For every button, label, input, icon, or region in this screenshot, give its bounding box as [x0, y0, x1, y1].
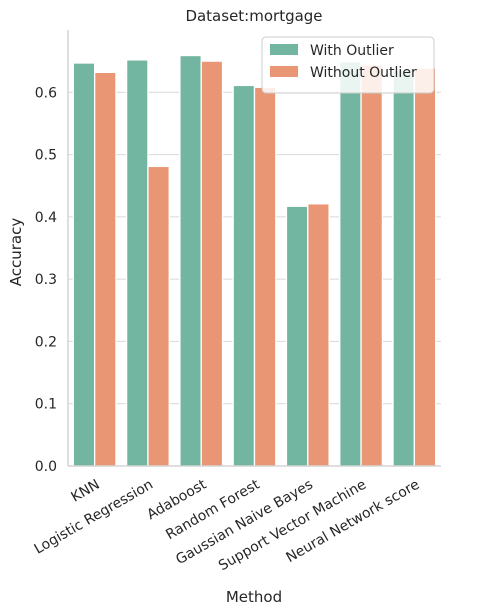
- y-tick-label: 0.2: [35, 334, 57, 350]
- bar: [307, 203, 330, 467]
- bar: [232, 84, 256, 467]
- legend-label: With Outlier: [310, 43, 394, 59]
- bar: [200, 60, 224, 467]
- y-axis-title: Accuracy: [7, 218, 25, 287]
- y-tick-label: 0.3: [35, 272, 57, 288]
- x-axis-title: Method: [226, 588, 282, 606]
- y-tick-label: 0.0: [35, 459, 57, 475]
- bar: [147, 165, 170, 467]
- bar: [72, 62, 96, 467]
- y-tick-label: 0.4: [35, 210, 57, 226]
- bar: [253, 86, 277, 467]
- bar: [339, 61, 362, 467]
- chart-title: Dataset:mortgage: [185, 7, 322, 25]
- bar: [360, 64, 384, 467]
- y-tick-label: 0.6: [35, 85, 57, 101]
- y-tick-label: 0.5: [35, 148, 57, 164]
- bars: [72, 54, 437, 467]
- bar: [413, 67, 437, 467]
- legend-box: [261, 36, 435, 94]
- bar: [125, 59, 149, 467]
- bar: [93, 71, 117, 467]
- legend-swatch: [270, 44, 298, 55]
- y-ticks: 0.0 0.1 0.2 0.3 0.4 0.5 0.6: [35, 85, 57, 475]
- legend-swatch: [270, 66, 298, 77]
- y-tick-label: 0.1: [35, 397, 57, 413]
- x-tick-label: KNN: [69, 477, 103, 506]
- bar: [285, 205, 309, 467]
- bar: [179, 54, 202, 467]
- legend: With Outlier Without Outlier: [261, 36, 435, 94]
- bar: [392, 69, 416, 467]
- legend-label: Without Outlier: [310, 65, 417, 81]
